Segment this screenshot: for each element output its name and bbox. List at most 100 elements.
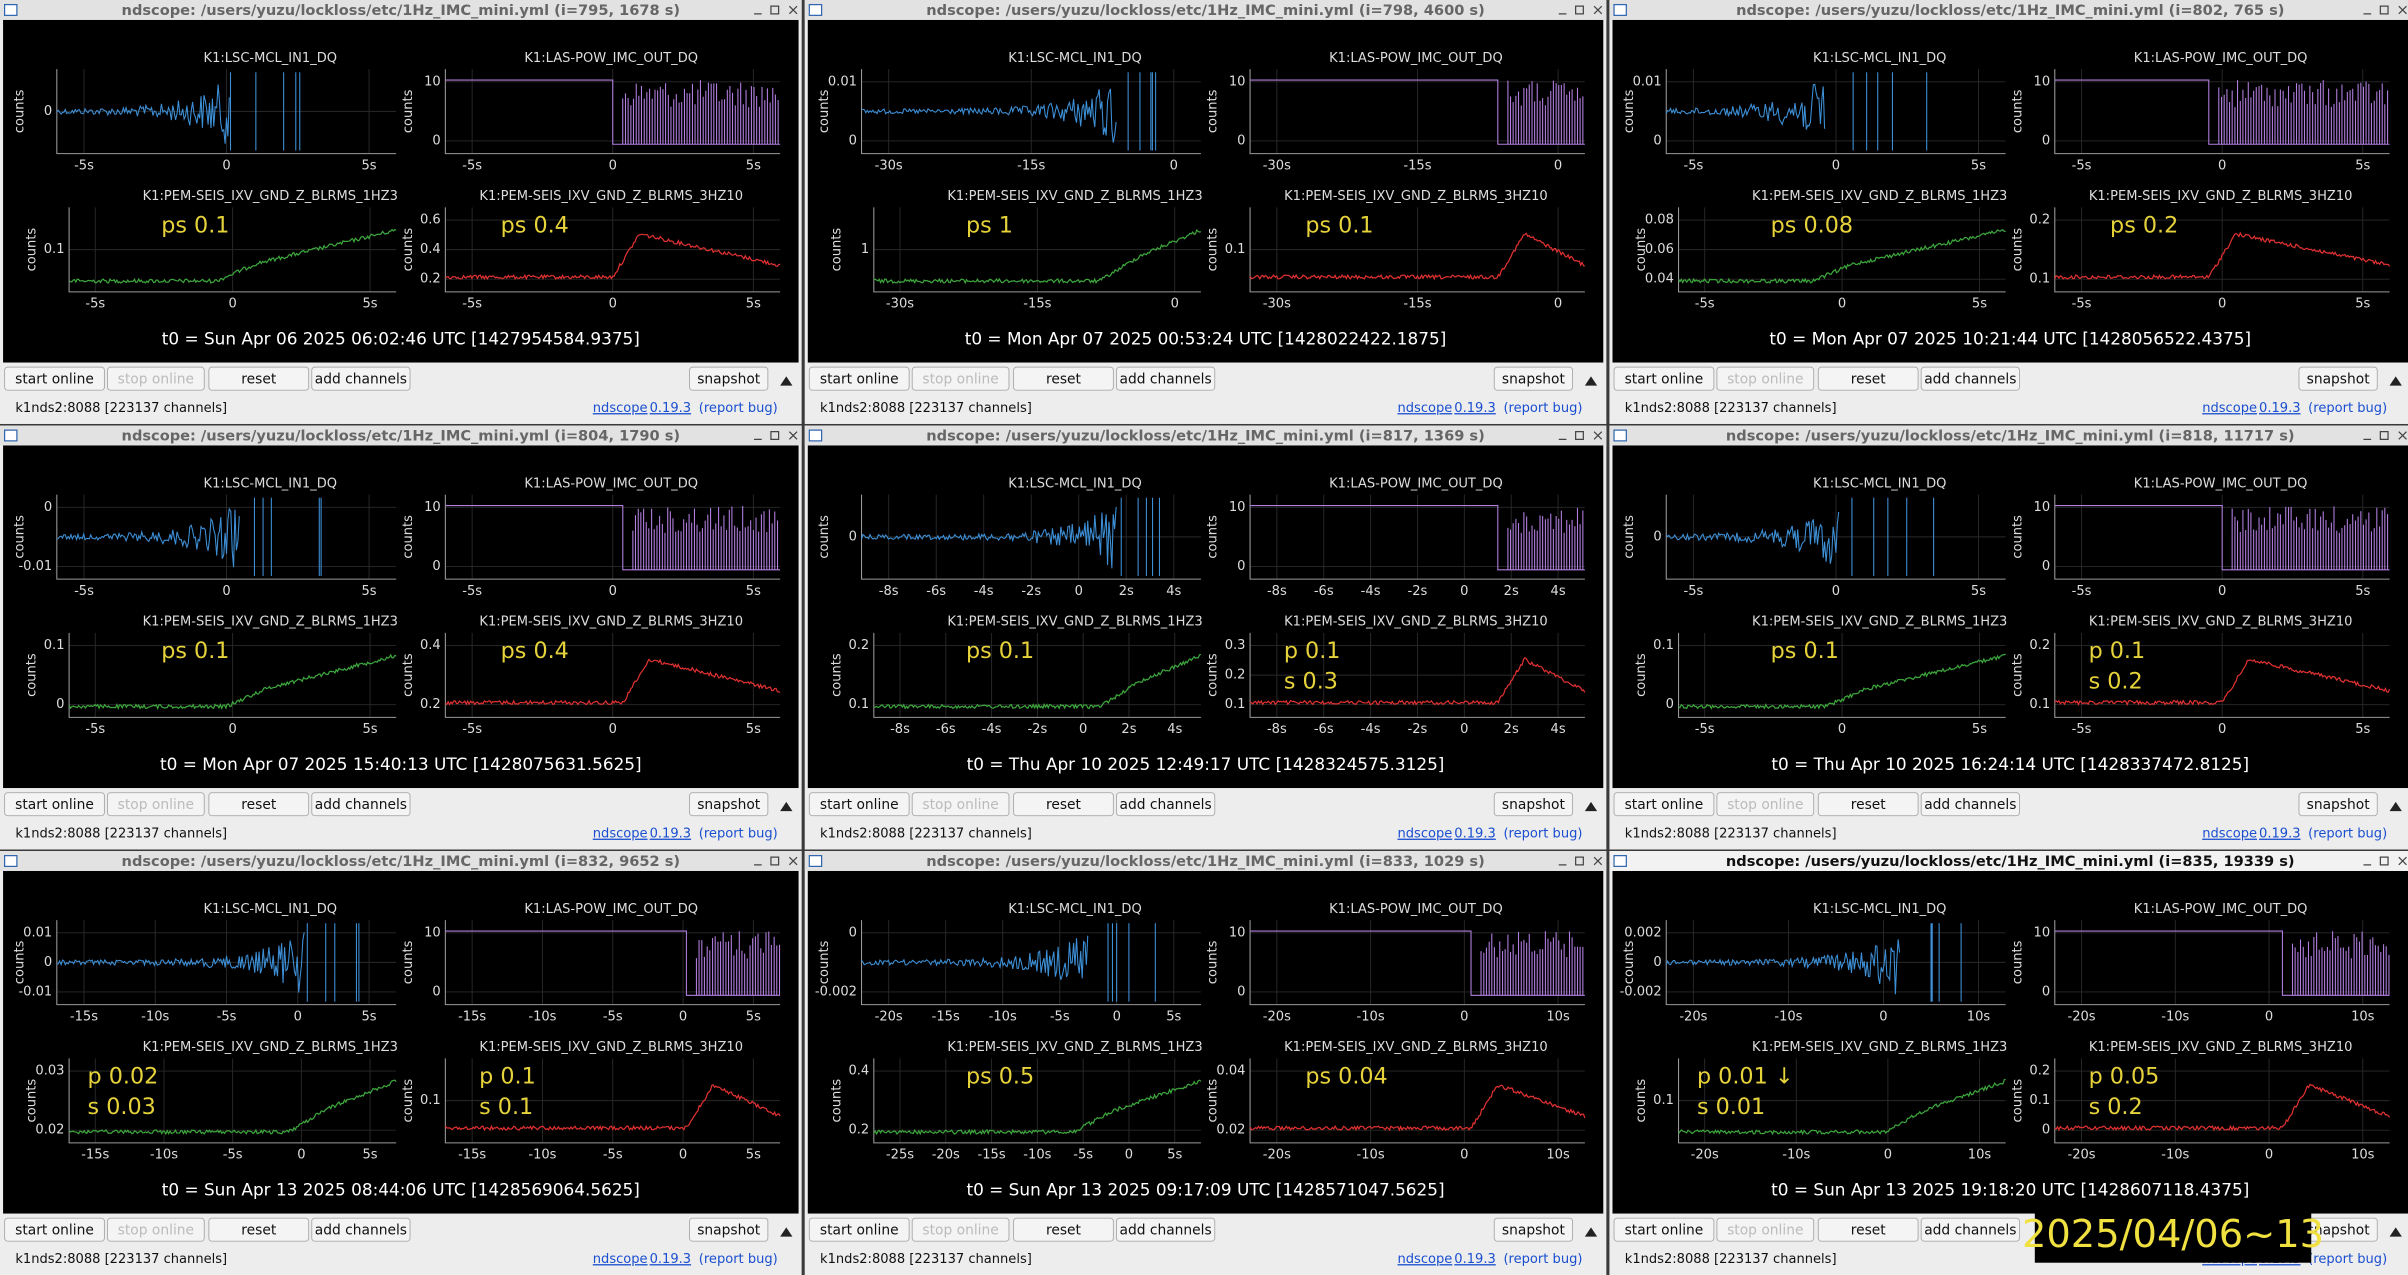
version-link[interactable]: 0.19.3 [650,401,691,416]
button[interactable] [1613,792,1715,817]
button[interactable] [689,366,769,391]
button[interactable] [1613,1217,1715,1242]
button-label[interactable]: start online [820,371,899,387]
window-controls[interactable] [2363,856,2407,866]
button-label[interactable]: reset [1851,1222,1887,1238]
report-bug-link[interactable]: (report bug) [699,1252,778,1267]
button[interactable] [689,1217,769,1242]
button-label[interactable]: reset [1046,797,1082,813]
button-label[interactable]: reset [1851,371,1887,387]
button[interactable] [1920,1217,2020,1242]
ndscope-link[interactable]: ndscope [1398,827,1453,842]
report-bug-link[interactable]: (report bug) [699,827,778,842]
button-label[interactable]: start online [820,1222,899,1238]
button-label[interactable]: start online [15,371,94,387]
button[interactable] [311,366,411,391]
report-bug-link[interactable]: (report bug) [2308,1252,2387,1267]
button-label[interactable]: snapshot [2307,1222,2371,1238]
ndscope-link[interactable]: ndscope [593,401,648,416]
button-label[interactable]: reset [1851,797,1887,813]
button[interactable] [4,1217,105,1242]
version-link[interactable]: 0.19.3 [1454,401,1495,416]
version-link[interactable]: 0.19.3 [650,827,691,842]
button[interactable] [1013,1217,1114,1242]
ndscope-link[interactable]: ndscope [2202,827,2257,842]
button-label[interactable]: add channels [315,1222,407,1238]
button[interactable] [311,792,411,817]
button-label[interactable]: add channels [1924,797,2016,813]
button[interactable] [808,1217,910,1242]
report-bug-link[interactable]: (report bug) [2308,827,2387,842]
button[interactable] [2298,792,2378,817]
ndscope-link[interactable]: ndscope [1398,401,1453,416]
report-bug-link[interactable]: (report bug) [1503,401,1582,416]
button-label[interactable]: reset [241,797,277,813]
button-label[interactable]: snapshot [697,1222,761,1238]
button-label[interactable]: add channels [1119,1222,1211,1238]
button[interactable] [1116,366,1216,391]
report-bug-link[interactable]: (report bug) [2308,401,2387,416]
button-label[interactable]: start online [1625,1222,1704,1238]
button[interactable] [808,366,910,391]
collapse-arrow[interactable] [2389,801,2402,812]
window-controls[interactable] [1558,431,1603,440]
version-link[interactable]: 0.19.3 [1454,1252,1495,1267]
button[interactable] [1613,366,1715,391]
button[interactable] [1817,366,1919,391]
report-bug-link[interactable]: (report bug) [699,401,778,416]
button[interactable] [1116,1217,1216,1242]
collapse-arrow[interactable] [780,376,793,386]
window-controls[interactable] [754,431,798,440]
button[interactable] [1920,366,2020,391]
button[interactable] [1817,1217,1919,1242]
collapse-arrow[interactable] [1584,376,1598,386]
button-label[interactable]: start online [15,1222,94,1238]
button[interactable] [208,1217,310,1242]
button-label[interactable]: snapshot [697,371,761,387]
collapse-arrow[interactable] [2389,376,2402,386]
window-controls[interactable] [2363,431,2407,440]
version-link[interactable]: 0.19.3 [2259,827,2300,842]
button-label[interactable]: reset [1046,371,1082,387]
button[interactable] [808,792,910,817]
button[interactable] [4,366,105,391]
report-bug-link[interactable]: (report bug) [1503,1252,1582,1267]
button[interactable] [1817,792,1919,817]
collapse-arrow[interactable] [780,1227,793,1237]
button[interactable] [2298,366,2378,391]
button-label[interactable]: add channels [315,797,407,813]
collapse-arrow[interactable] [1584,801,1598,812]
version-link[interactable]: 0.19.3 [650,1252,691,1267]
button[interactable] [208,792,310,817]
ndscope-link[interactable]: ndscope [1398,1252,1453,1267]
button[interactable] [1013,792,1114,817]
collapse-arrow[interactable] [1584,1227,1598,1237]
button[interactable] [1116,792,1216,817]
button[interactable] [1493,1217,1574,1242]
button-label[interactable]: start online [15,797,94,813]
button-label[interactable]: add channels [1119,797,1211,813]
window-controls[interactable] [754,856,798,866]
button[interactable] [1013,366,1114,391]
button[interactable] [208,366,310,391]
button-label[interactable]: add channels [315,371,407,387]
button-label[interactable]: add channels [1924,1222,2016,1238]
version-link[interactable]: 0.19.3 [1454,827,1495,842]
button-label[interactable]: reset [1046,1222,1082,1238]
window-controls[interactable] [2363,5,2407,15]
ndscope-link[interactable]: ndscope [593,1252,648,1267]
collapse-arrow[interactable] [2389,1227,2402,1237]
ndscope-link[interactable]: ndscope [593,827,648,842]
button-label[interactable]: reset [241,1222,277,1238]
button-label[interactable]: start online [1625,797,1704,813]
window-controls[interactable] [1558,5,1603,15]
ndscope-link[interactable]: ndscope [2202,401,2257,416]
button-label[interactable]: snapshot [2307,797,2371,813]
button-label[interactable]: snapshot [2307,371,2371,387]
button-label[interactable]: add channels [1924,371,2016,387]
button-label[interactable]: reset [241,371,277,387]
button-label[interactable]: start online [820,797,899,813]
window-controls[interactable] [1558,856,1603,866]
collapse-arrow[interactable] [780,801,793,812]
button-label[interactable]: add channels [1119,371,1211,387]
